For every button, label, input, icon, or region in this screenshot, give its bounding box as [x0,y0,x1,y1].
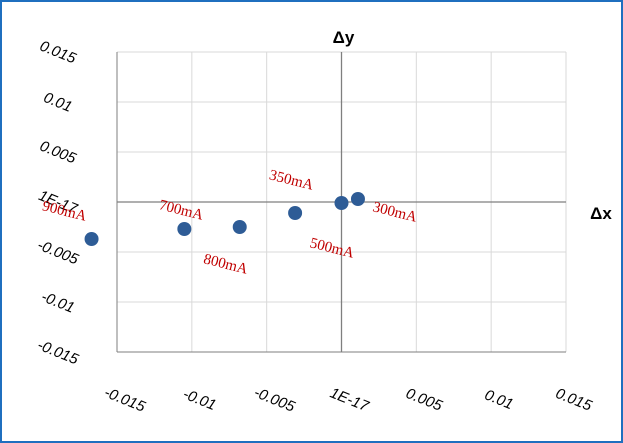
y-tick-label: -0.005 [35,237,81,269]
x-axis-title: Δx [590,204,612,223]
x-tick-label: -0.01 [180,386,218,415]
data-point [233,220,247,234]
x-tick-label: 0.005 [403,385,445,415]
data-labels: 300mA 350mA 500mA 700mA 800mA 900mA [41,167,419,277]
data-point [288,206,302,220]
data-label: 300mA [371,199,419,225]
y-tick-label: 0.01 [41,89,74,116]
x-tick-label: 0.015 [553,385,595,415]
data-point [85,232,99,246]
data-point [335,196,349,210]
data-point [351,192,365,206]
data-label: 350mA [268,167,316,193]
y-axis-title: Δy [333,28,355,47]
y-tick-label: -0.015 [35,337,81,369]
data-label: 500mA [308,235,356,261]
data-label: 700mA [157,197,205,223]
x-tick-label: 0.01 [482,386,515,413]
data-label: 800mA [202,251,250,277]
y-tick-label: -0.01 [39,288,77,317]
x-tick-label: 1E-17 [327,384,371,415]
scatter-chart: -0.015 -0.01 -0.005 1E-17 0.005 0.01 0.015 -0.… [4,4,619,439]
y-tick-label: 0.005 [37,138,79,168]
data-point [177,222,191,236]
y-tick-label: 0.015 [37,38,79,68]
data-label: 900mA [41,198,89,224]
x-tick-label: -0.015 [102,384,148,416]
x-tick-labels: -0.015 -0.01 -0.005 1E-17 0.005 0.01 0.015 [102,384,595,416]
x-tick-label: -0.005 [251,384,297,416]
